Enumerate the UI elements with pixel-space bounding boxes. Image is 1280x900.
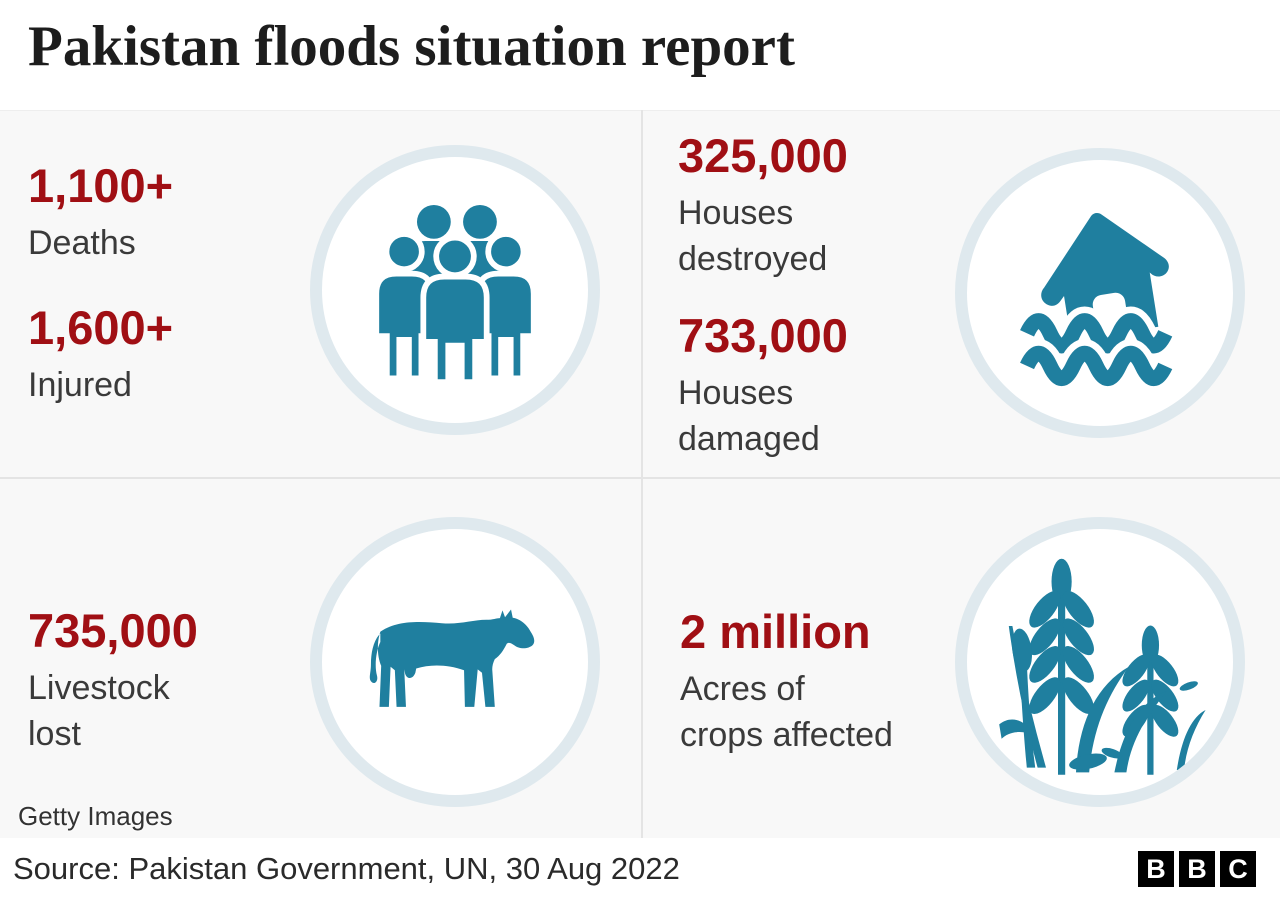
panel-houses: 325,000 Houses destroyed 733,000 Houses … [643,110,1280,477]
flooded-house-icon [1013,213,1179,389]
stat-label-line: destroyed [678,239,828,278]
stat-label: Livestock lost [28,665,198,757]
stat-livestock-lost: 735,000 Livestock lost [28,605,198,757]
footer: Source: Pakistan Government, UN, 30 Aug … [0,838,1280,900]
stat-label-line: Livestock [28,668,170,707]
stat-label: Deaths [28,220,173,266]
stat-label: Acres of crops affected [680,666,893,758]
icon-circle [955,148,1245,438]
stat-label-line: crops affected [680,715,893,754]
icon-circle [955,517,1245,807]
stat-label: Houses damaged [678,370,848,462]
people-group-icon [373,204,537,386]
page-title: Pakistan floods situation report [28,15,795,78]
bbc-logo: B B C [1138,851,1256,887]
panel-crops: 2 million Acres of crops affected [643,479,1280,838]
stat-label: Houses destroyed [678,190,848,282]
stat-label-line: Houses [678,373,794,412]
vertical-divider [641,110,643,838]
stat-houses-damaged: 733,000 Houses damaged [678,310,848,462]
stat-deaths: 1,100+ Deaths [28,160,173,266]
panel-livestock: 735,000 Livestock lost Getty Images [0,479,641,838]
stat-value: 733,000 [678,309,848,362]
stat-label: Injured [28,362,173,408]
stat-injured: 1,600+ Injured [28,302,173,408]
stat-crops-affected: 2 million Acres of crops affected [680,606,893,758]
stat-value: 1,600+ [28,301,174,354]
stat-label-line: Deaths [28,223,136,262]
stat-houses-destroyed: 325,000 Houses destroyed [678,130,848,282]
stat-label-line: Acres of [680,669,805,708]
bbc-logo-block: B [1138,851,1174,887]
cow-icon [369,609,534,707]
wheat-crops-icon [999,558,1206,775]
stat-value: 1,100+ [28,159,174,212]
stat-value: 735,000 [28,604,198,657]
image-credit: Getty Images [18,801,173,831]
stat-value: 2 million [680,605,871,658]
panel-casualties: 1,100+ Deaths 1,600+ Injured [0,110,641,477]
stat-label-line: lost [28,714,81,753]
source-text: Source: Pakistan Government, UN, 30 Aug … [13,851,680,886]
stat-label-line: damaged [678,419,820,458]
bbc-logo-block: C [1220,851,1256,887]
icon-circle [310,145,600,435]
stat-value: 325,000 [678,129,848,182]
stat-label-line: Injured [28,365,132,404]
bbc-logo-block: B [1179,851,1215,887]
icon-circle [310,517,600,807]
stat-label-line: Houses [678,193,794,232]
horizontal-divider [0,477,1280,479]
